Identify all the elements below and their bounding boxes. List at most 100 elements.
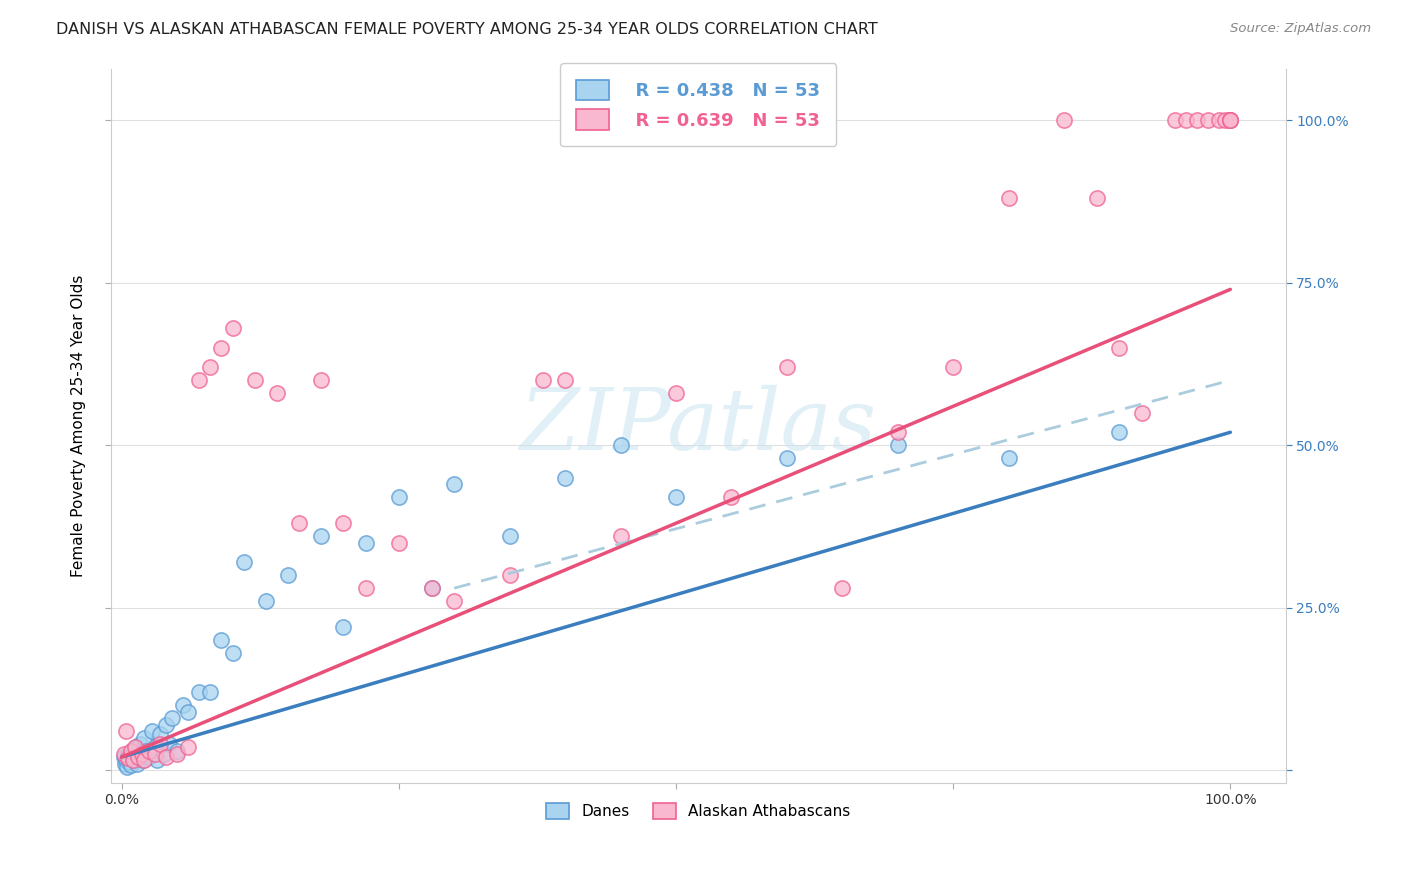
Point (121, 743, 143, 757)
Text: Source: ZipAtlas.com: Source: ZipAtlas.com (1230, 22, 1371, 36)
Point (554, 471, 576, 485)
Point (1108, 341, 1130, 355)
Point (149, 727, 172, 741)
Point (121, 753, 143, 767)
Point (177, 740, 200, 755)
Point (720, 490, 742, 504)
Point (138, 743, 160, 757)
Point (188, 373, 211, 387)
Legend: Danes, Alaskan Athabascans: Danes, Alaskan Athabascans (540, 797, 856, 825)
Point (127, 745, 149, 759)
Point (114, 756, 136, 771)
Point (115, 760, 138, 774)
Point (138, 750, 160, 764)
Point (665, 386, 688, 401)
Point (354, 581, 377, 595)
Point (122, 748, 145, 763)
Point (149, 737, 172, 751)
Point (776, 360, 799, 375)
Point (288, 516, 311, 531)
Point (1219, 113, 1241, 128)
Point (143, 740, 166, 755)
Point (177, 705, 200, 719)
Point (141, 724, 163, 739)
Point (125, 740, 148, 755)
Point (121, 751, 143, 765)
Point (609, 438, 631, 452)
Point (1185, 113, 1208, 128)
Point (886, 438, 908, 452)
Point (131, 747, 153, 761)
Point (332, 620, 354, 634)
Point (1219, 113, 1241, 128)
Point (1085, 191, 1108, 205)
Text: ZIPatlas: ZIPatlas (520, 384, 877, 467)
Point (127, 750, 149, 764)
Point (277, 568, 299, 582)
Point (420, 581, 443, 595)
Point (1208, 113, 1230, 128)
Point (354, 535, 377, 549)
Point (166, 747, 188, 761)
Point (160, 711, 183, 725)
Point (172, 698, 194, 712)
Point (997, 451, 1019, 466)
Point (332, 516, 354, 531)
Point (124, 753, 146, 767)
Point (188, 685, 211, 699)
Point (152, 747, 174, 761)
Point (155, 750, 177, 764)
Point (997, 191, 1019, 205)
Point (117, 751, 139, 765)
Point (155, 717, 177, 731)
Point (554, 373, 576, 387)
Point (1213, 113, 1236, 128)
Point (131, 753, 153, 767)
Point (118, 756, 141, 770)
Point (420, 581, 443, 595)
Point (131, 747, 153, 761)
Point (209, 633, 232, 648)
Point (388, 490, 411, 504)
Point (1175, 113, 1198, 128)
Point (146, 753, 169, 767)
Point (135, 743, 157, 757)
Point (1108, 425, 1130, 440)
Point (443, 477, 465, 491)
Point (124, 740, 146, 755)
Point (886, 425, 908, 440)
Point (309, 373, 332, 387)
Point (309, 529, 332, 543)
Point (209, 341, 232, 355)
Point (776, 451, 799, 466)
Point (1130, 406, 1153, 420)
Text: DANISH VS ALASKAN ATHABASCAN FEMALE POVERTY AMONG 25-34 YEAR OLDS CORRELATION CH: DANISH VS ALASKAN ATHABASCAN FEMALE POVE… (56, 22, 877, 37)
Point (128, 750, 150, 764)
Point (388, 535, 411, 549)
Point (942, 360, 965, 375)
Point (254, 594, 277, 608)
Point (112, 747, 135, 761)
Point (157, 737, 180, 751)
Point (499, 568, 522, 582)
Point (120, 757, 142, 772)
Point (831, 581, 853, 595)
Point (200, 685, 222, 699)
Point (115, 724, 138, 739)
Point (221, 321, 243, 335)
Point (115, 753, 138, 767)
Point (1164, 113, 1187, 128)
Point (1219, 113, 1241, 128)
Point (221, 646, 243, 660)
Y-axis label: Female Poverty Among 25-34 Year Olds: Female Poverty Among 25-34 Year Olds (72, 275, 86, 577)
Point (166, 743, 188, 757)
Point (127, 756, 149, 771)
Point (243, 373, 266, 387)
Point (232, 555, 254, 569)
Point (200, 360, 222, 375)
Point (143, 747, 166, 761)
Point (443, 594, 465, 608)
Point (1053, 113, 1076, 128)
Point (117, 747, 139, 761)
Point (609, 529, 631, 543)
